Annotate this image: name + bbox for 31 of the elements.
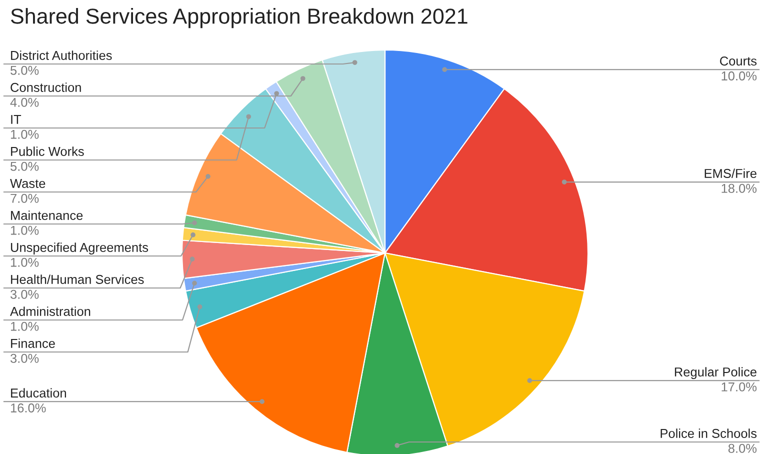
data-label: 1.0% (10, 130, 39, 139)
data-label: 8.0% (728, 444, 757, 453)
slice-label: Police in Schools (660, 428, 757, 438)
slice-label: Unspecified Agreements (10, 242, 148, 254)
slice-label: Maintenance (11, 210, 83, 220)
data-label: 16.0% (10, 403, 46, 412)
slice-label: Finance (11, 338, 55, 348)
data-label: 3.0% (10, 290, 39, 299)
data-label: 17.0% (722, 382, 757, 392)
data-label: 4.0% (10, 98, 39, 107)
data-label: 7.0% (10, 194, 39, 203)
slice-label: IT (11, 115, 22, 124)
slice-label: Public Works (11, 146, 84, 156)
slice-label: Courts (720, 56, 757, 66)
data-label: 5.0% (10, 66, 39, 75)
slice-label: Waste (10, 179, 46, 188)
data-label: 1.0% (10, 226, 39, 235)
slice-label: Health/Human Services (11, 274, 144, 284)
slice-label: Regular Police (674, 367, 756, 380)
slice-label: Construction (10, 82, 81, 92)
data-label: 18.0% (722, 184, 757, 193)
data-label: 10.0% (722, 71, 757, 80)
chart-title: Shared Services Appropriation Breakdown 2021 (10, 8, 468, 28)
data-label: 1.0% (10, 258, 39, 267)
data-label: 3.0% (10, 354, 39, 363)
data-label: 1.0% (10, 322, 39, 331)
slice-label: EMS/Fire (704, 168, 756, 178)
data-label: 5.0% (10, 162, 39, 171)
slice-label: Administration (10, 306, 90, 316)
slice-label: Education (11, 388, 66, 398)
slice-label: District Authorities (11, 50, 112, 60)
